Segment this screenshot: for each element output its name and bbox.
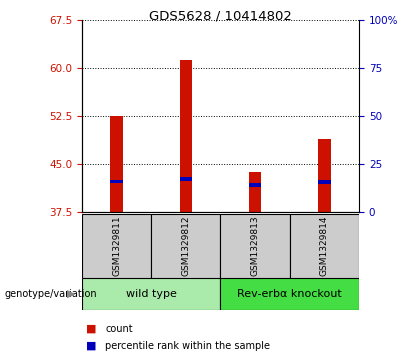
Text: percentile rank within the sample: percentile rank within the sample	[105, 340, 270, 351]
Text: GSM1329811: GSM1329811	[112, 216, 121, 276]
Text: GSM1329814: GSM1329814	[320, 216, 329, 276]
Bar	[318, 180, 331, 184]
Bar	[290, 214, 359, 278]
Bar	[151, 214, 220, 278]
Bar	[110, 180, 123, 184]
Bar	[220, 278, 359, 310]
Bar	[249, 172, 261, 212]
Bar	[82, 278, 220, 310]
Text: GDS5628 / 10414802: GDS5628 / 10414802	[149, 9, 292, 22]
Text: GSM1329813: GSM1329813	[251, 216, 260, 276]
Bar	[110, 116, 123, 212]
Text: ▶: ▶	[67, 289, 76, 299]
Bar	[318, 139, 331, 212]
Text: GSM1329812: GSM1329812	[181, 216, 190, 276]
Text: count: count	[105, 323, 133, 334]
Text: genotype/variation: genotype/variation	[4, 289, 97, 299]
Text: wild type: wild type	[126, 289, 177, 299]
Bar	[249, 183, 261, 187]
Bar	[82, 214, 151, 278]
Bar	[220, 214, 290, 278]
Bar	[180, 177, 192, 181]
Text: ■: ■	[86, 340, 97, 351]
Text: Rev-erbα knockout: Rev-erbα knockout	[237, 289, 342, 299]
Bar	[180, 60, 192, 212]
Text: ■: ■	[86, 323, 97, 334]
